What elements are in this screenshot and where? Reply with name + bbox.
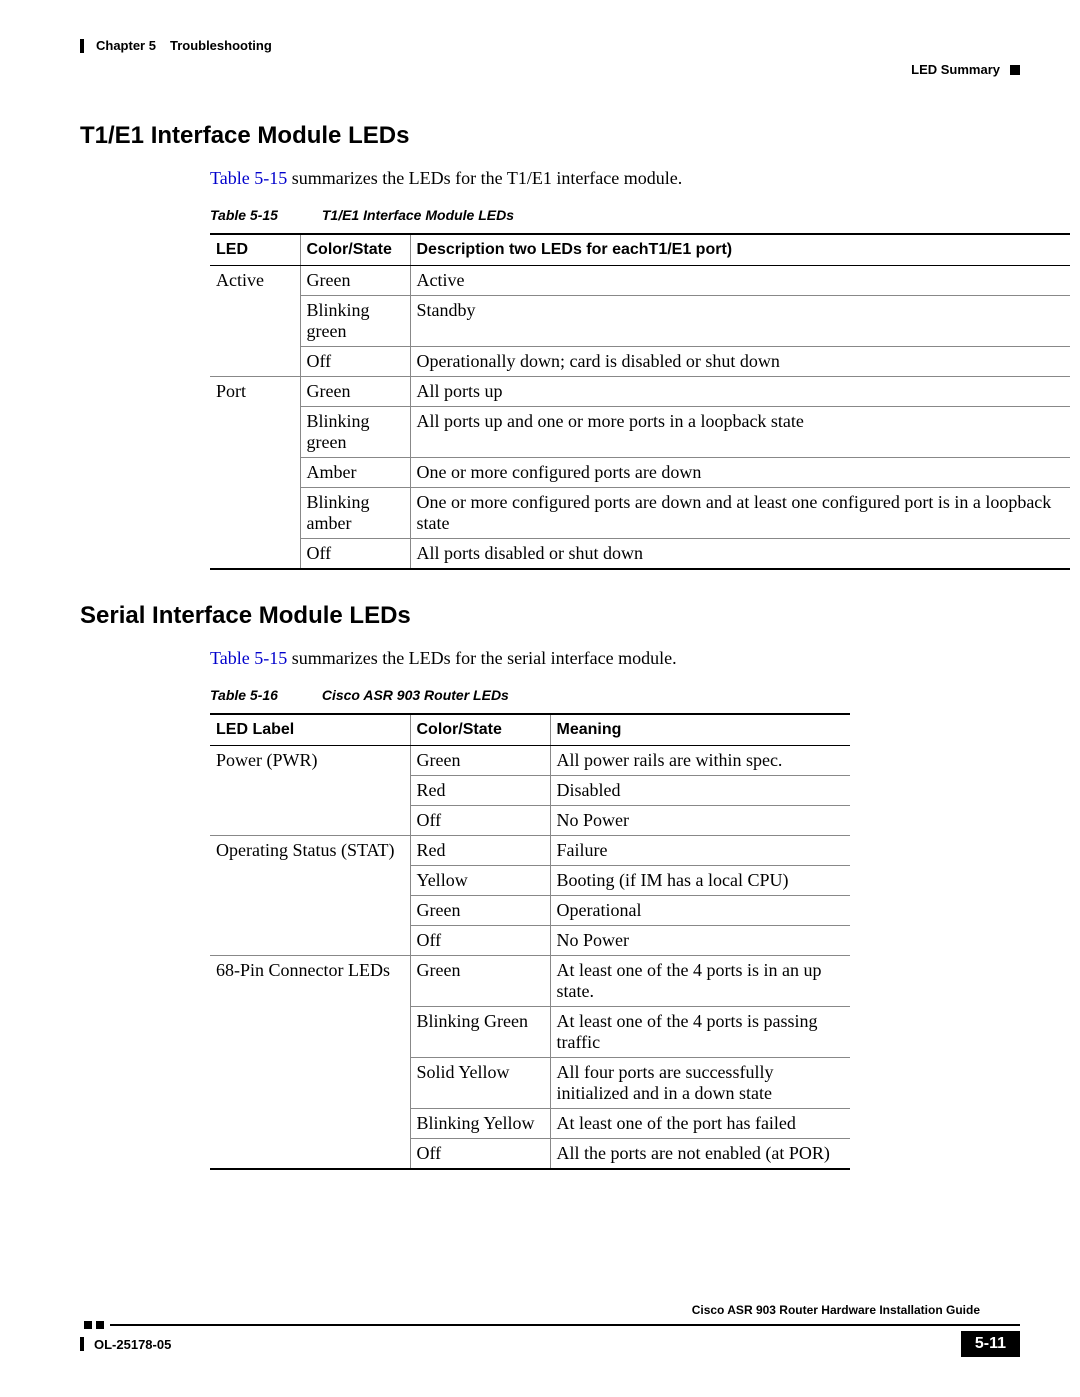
caption-number: Table 5-16 bbox=[210, 687, 278, 703]
table-row: Off All ports disabled or shut down bbox=[210, 539, 1070, 570]
caption-number: Table 5-15 bbox=[210, 207, 278, 223]
footer-line bbox=[110, 1324, 1020, 1326]
chapter-label: Chapter 5 bbox=[96, 38, 156, 53]
table-row: 68-Pin Connector LEDs Green At least one… bbox=[210, 956, 850, 1007]
cell-label: 68-Pin Connector LEDs bbox=[210, 956, 410, 1170]
cell-state: Off bbox=[300, 539, 410, 570]
cell-desc: Active bbox=[410, 266, 1070, 296]
section-intro: Table 5-15 summarizes the LEDs for the T… bbox=[210, 168, 1020, 189]
page-header: Chapter 5 Troubleshooting LED Summary bbox=[80, 38, 1020, 62]
col-header: Meaning bbox=[550, 714, 850, 746]
cell-meaning: All power rails are within spec. bbox=[550, 746, 850, 776]
cell-led: Port bbox=[210, 377, 300, 570]
cell-state: Off bbox=[410, 806, 550, 836]
cell-state: Green bbox=[300, 377, 410, 407]
cell-meaning: At least one of the 4 ports is in an up … bbox=[550, 956, 850, 1007]
table-ref-link[interactable]: Table 5-15 bbox=[210, 168, 287, 188]
footer-square-icon bbox=[84, 1321, 92, 1329]
t1e1-led-table: LED Color/State Description two LEDs for… bbox=[210, 233, 1070, 570]
footer-guide-title: Cisco ASR 903 Router Hardware Installati… bbox=[80, 1303, 1020, 1317]
cell-desc: One or more configured ports are down an… bbox=[410, 488, 1070, 539]
cell-state: Green bbox=[410, 896, 550, 926]
cell-meaning: No Power bbox=[550, 806, 850, 836]
col-header: Color/State bbox=[300, 234, 410, 266]
chapter-title: Troubleshooting bbox=[170, 38, 272, 53]
header-square-icon bbox=[1010, 65, 1020, 75]
cell-label: Operating Status (STAT) bbox=[210, 836, 410, 956]
col-header: Color/State bbox=[410, 714, 550, 746]
table-row: Power (PWR) Green All power rails are wi… bbox=[210, 746, 850, 776]
cell-meaning: At least one of the 4 ports is passing t… bbox=[550, 1007, 850, 1058]
cell-meaning: Disabled bbox=[550, 776, 850, 806]
cell-state: Blinking green bbox=[300, 296, 410, 347]
cell-state: Amber bbox=[300, 458, 410, 488]
cell-meaning: No Power bbox=[550, 926, 850, 956]
intro-text: summarizes the LEDs for the serial inter… bbox=[287, 648, 676, 668]
cell-desc: Standby bbox=[410, 296, 1070, 347]
footer-accent-bar bbox=[80, 1337, 84, 1351]
section-serial: Serial Interface Module LEDs Table 5-15 … bbox=[80, 602, 1020, 1170]
header-left: Chapter 5 Troubleshooting bbox=[80, 38, 272, 53]
table-row: Off Operationally down; card is disabled… bbox=[210, 347, 1070, 377]
cell-state: Blinking Yellow bbox=[410, 1109, 550, 1139]
section-name: LED Summary bbox=[911, 62, 1000, 77]
cell-desc: All ports up bbox=[410, 377, 1070, 407]
caption-title: T1/E1 Interface Module LEDs bbox=[322, 207, 514, 223]
section-intro: Table 5-15 summarizes the LEDs for the s… bbox=[210, 648, 1020, 669]
cell-state: Off bbox=[410, 1139, 550, 1170]
cell-state: Solid Yellow bbox=[410, 1058, 550, 1109]
table-row: Blinking green All ports up and one or m… bbox=[210, 407, 1070, 458]
table-row: Amber One or more configured ports are d… bbox=[210, 458, 1070, 488]
cell-state: Blinking Green bbox=[410, 1007, 550, 1058]
cell-meaning: All the ports are not enabled (at POR) bbox=[550, 1139, 850, 1170]
col-header: LED Label bbox=[210, 714, 410, 746]
section-t1e1: T1/E1 Interface Module LEDs Table 5-15 s… bbox=[80, 122, 1020, 570]
cell-state: Green bbox=[410, 746, 550, 776]
serial-led-table: LED Label Color/State Meaning Power (PWR… bbox=[210, 713, 850, 1170]
cell-state: Off bbox=[300, 347, 410, 377]
cell-state: Red bbox=[410, 776, 550, 806]
footer-doc-id: OL-25178-05 bbox=[80, 1337, 171, 1352]
col-header: Description two LEDs for eachT1/E1 port) bbox=[410, 234, 1070, 266]
header-accent-bar bbox=[80, 39, 84, 53]
table-ref-link[interactable]: Table 5-15 bbox=[210, 648, 287, 668]
intro-text: summarizes the LEDs for the T1/E1 interf… bbox=[287, 168, 682, 188]
cell-state: Green bbox=[300, 266, 410, 296]
table-row: Operating Status (STAT) Red Failure bbox=[210, 836, 850, 866]
cell-desc: All ports up and one or more ports in a … bbox=[410, 407, 1070, 458]
table-row: Blinking green Standby bbox=[210, 296, 1070, 347]
table-row: Port Green All ports up bbox=[210, 377, 1070, 407]
caption-title: Cisco ASR 903 Router LEDs bbox=[322, 687, 509, 703]
footer-square-icon bbox=[96, 1321, 104, 1329]
col-header: LED bbox=[210, 234, 300, 266]
cell-state: Red bbox=[410, 836, 550, 866]
table-row: Blinking amber One or more configured po… bbox=[210, 488, 1070, 539]
cell-led: Active bbox=[210, 266, 300, 377]
cell-meaning: Operational bbox=[550, 896, 850, 926]
page-footer: Cisco ASR 903 Router Hardware Installati… bbox=[80, 1303, 1020, 1357]
cell-state: Off bbox=[410, 926, 550, 956]
table-caption: Table 5-15 T1/E1 Interface Module LEDs bbox=[210, 207, 1020, 223]
cell-desc: Operationally down; card is disabled or … bbox=[410, 347, 1070, 377]
section-heading: Serial Interface Module LEDs bbox=[80, 602, 1020, 630]
page-number-badge: 5-11 bbox=[961, 1331, 1020, 1357]
footer-rule bbox=[80, 1321, 1020, 1329]
cell-meaning: At least one of the port has failed bbox=[550, 1109, 850, 1139]
section-heading: T1/E1 Interface Module LEDs bbox=[80, 122, 1020, 150]
header-right: LED Summary bbox=[911, 62, 1020, 77]
cell-state: Yellow bbox=[410, 866, 550, 896]
cell-state: Blinking amber bbox=[300, 488, 410, 539]
cell-state: Green bbox=[410, 956, 550, 1007]
doc-id: OL-25178-05 bbox=[94, 1337, 171, 1352]
cell-desc: All ports disabled or shut down bbox=[410, 539, 1070, 570]
cell-label: Power (PWR) bbox=[210, 746, 410, 836]
cell-desc: One or more configured ports are down bbox=[410, 458, 1070, 488]
table-row: Active Green Active bbox=[210, 266, 1070, 296]
cell-meaning: All four ports are successfully initiali… bbox=[550, 1058, 850, 1109]
cell-meaning: Booting (if IM has a local CPU) bbox=[550, 866, 850, 896]
cell-state: Blinking green bbox=[300, 407, 410, 458]
cell-meaning: Failure bbox=[550, 836, 850, 866]
table-caption: Table 5-16 Cisco ASR 903 Router LEDs bbox=[210, 687, 1020, 703]
